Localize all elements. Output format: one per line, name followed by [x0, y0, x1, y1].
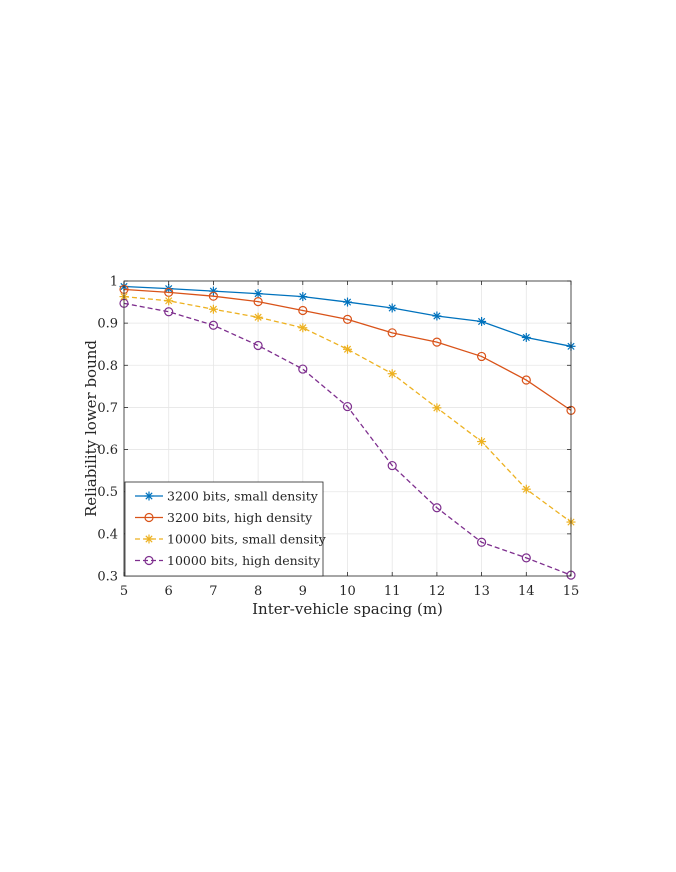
x-axis-label: Inter-vehicle spacing (m)	[252, 600, 443, 618]
asterisk-stroke	[209, 305, 218, 313]
asterisk-stroke	[522, 333, 530, 342]
series-3	[119, 292, 576, 527]
asterisk-stroke	[477, 317, 486, 326]
x-tick-label: 9	[299, 584, 307, 599]
y-tick-label: 0.5	[97, 485, 118, 500]
x-tick-label: 6	[165, 584, 173, 599]
circle-marker	[164, 307, 174, 317]
legend-label: 10000 bits, small density	[167, 532, 327, 547]
legend-label: 3200 bits, high density	[167, 510, 313, 525]
legend-entry: 10000 bits, high density	[135, 553, 321, 568]
circle-marker	[477, 351, 487, 362]
asterisk-marker	[298, 323, 308, 333]
y-tick-label: 0.7	[97, 401, 118, 416]
asterisk-marker	[477, 316, 487, 326]
circle-marker	[253, 340, 263, 351]
x-tick-label: 10	[339, 584, 356, 599]
asterisk-stroke	[145, 492, 153, 500]
asterisk-stroke	[343, 298, 352, 306]
asterisk-marker	[208, 304, 218, 314]
series-4	[119, 298, 576, 580]
legend-entry: 10000 bits, small density	[135, 532, 327, 547]
asterisk-marker	[164, 296, 174, 306]
asterisk-marker	[144, 534, 154, 544]
asterisk-marker	[144, 491, 154, 501]
legend-label: 10000 bits, high density	[167, 553, 321, 568]
asterisk-stroke	[145, 535, 153, 543]
x-tick-label: 12	[429, 584, 446, 599]
legend-entry: 3200 bits, small density	[135, 489, 319, 504]
asterisk-marker	[432, 403, 442, 413]
asterisk-marker	[387, 369, 397, 379]
y-tick-label: 0.4	[97, 527, 118, 542]
asterisk-stroke	[165, 297, 173, 305]
legend-entry: 3200 bits, high density	[135, 510, 313, 525]
asterisk-stroke	[343, 345, 352, 353]
x-tick-label: 13	[473, 584, 490, 599]
asterisk-stroke	[388, 370, 396, 378]
circle-marker	[208, 291, 218, 301]
asterisk-stroke	[433, 404, 441, 412]
circle-marker	[432, 337, 442, 347]
asterisk-stroke	[254, 313, 262, 321]
asterisk-stroke	[299, 292, 307, 301]
series-2	[119, 284, 576, 415]
asterisk-marker	[343, 297, 352, 307]
x-tick-label: 7	[209, 584, 217, 599]
y-axis-label: Reliability lower bound	[82, 340, 100, 517]
series-line	[123, 295, 572, 523]
tick-labels: 5 6 7 8 9 10 11 12 13 14 15 0.3 0.4 0.5 0.6 0.7 0.8 0.9 1	[97, 275, 579, 600]
asterisk-stroke	[477, 437, 486, 446]
x-tick-label: 11	[384, 584, 401, 599]
x-tick-label: 14	[518, 584, 535, 599]
circle-marker	[477, 537, 487, 547]
y-tick-label: 1	[110, 275, 118, 290]
legend-label: 3200 bits, small density	[167, 489, 319, 504]
x-tick-label: 15	[563, 584, 580, 599]
asterisk-marker	[298, 292, 308, 302]
asterisk-marker	[387, 303, 397, 313]
series-line	[123, 288, 572, 411]
circle-marker	[387, 328, 397, 338]
asterisk-marker	[521, 332, 531, 342]
y-tick-label: 0.8	[97, 359, 118, 374]
circle-marker	[144, 512, 154, 523]
circle-marker	[298, 305, 308, 316]
x-tick-label: 5	[120, 584, 128, 599]
circle-marker	[521, 375, 531, 385]
asterisk-marker	[477, 437, 487, 447]
y-tick-label: 0.6	[97, 443, 118, 458]
y-tick-label: 0.9	[97, 317, 118, 332]
asterisk-marker	[253, 289, 263, 299]
asterisk-stroke	[254, 290, 262, 298]
circle-marker	[387, 460, 397, 471]
asterisk-stroke	[522, 485, 530, 493]
legend-box	[124, 481, 324, 577]
circle-marker	[144, 555, 154, 566]
asterisk-marker	[432, 311, 442, 321]
asterisk-marker	[253, 312, 263, 322]
y-tick-label: 0.3	[97, 570, 118, 585]
series-line	[123, 302, 572, 576]
circle-marker	[342, 401, 353, 412]
legend: 3200 bits, small density 3200 bits, high …	[124, 481, 327, 577]
asterisk-stroke	[299, 324, 307, 332]
circle-marker	[208, 320, 218, 330]
circle-marker	[521, 553, 531, 563]
asterisk-stroke	[388, 304, 396, 312]
x-tick-label: 8	[254, 584, 262, 599]
circle-marker	[253, 297, 263, 307]
series-layer	[119, 281, 576, 580]
circle-marker	[298, 364, 308, 374]
asterisk-marker	[521, 484, 531, 494]
circle-marker	[342, 314, 353, 324]
circle-marker	[432, 503, 442, 513]
asterisk-stroke	[433, 312, 441, 320]
asterisk-marker	[343, 344, 352, 354]
